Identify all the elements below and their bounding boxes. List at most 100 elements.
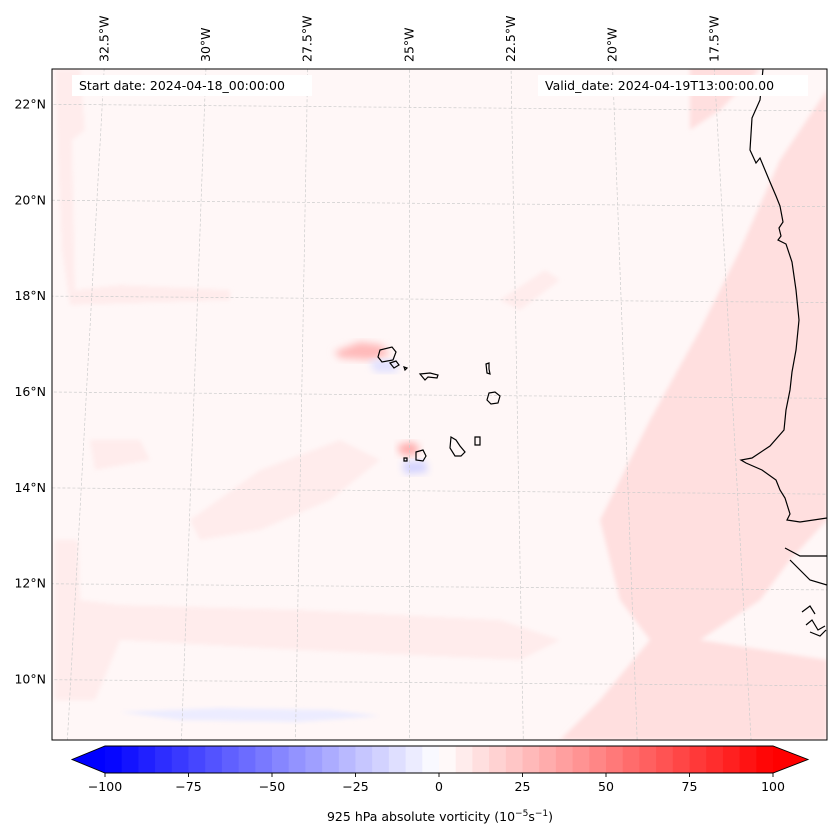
colorbar-cell	[722, 746, 741, 773]
southern-negative-streak	[120, 708, 380, 722]
valid-date-label: Valid_date: 2024-04-19T13:00:00.00	[545, 78, 774, 93]
start-date-label: Start date: 2024-04-18_00:00:00	[79, 78, 285, 93]
colorbar-cell	[606, 746, 624, 773]
colorbar-cell	[706, 746, 724, 773]
positive-band-southwest	[500, 270, 560, 310]
santo-antao-positive-lobe	[334, 342, 390, 360]
colorbar-cell	[439, 746, 457, 773]
meridian-gridline	[612, 69, 638, 740]
colorbar-cell	[238, 746, 256, 773]
colorbar-cell	[505, 746, 523, 773]
positive-band-southwest	[90, 440, 150, 470]
colorbar-cell	[288, 746, 306, 773]
colorbar-cell	[138, 746, 156, 773]
meridian-gridline	[713, 69, 752, 740]
x-tick-label: 20°W	[605, 27, 620, 62]
y-tick-label: 10°N	[14, 672, 46, 687]
colorbar-tick-label: −25	[342, 779, 368, 794]
colorbar: −100 −75 −50 −25 0 25 50 75 100 925 hPa absolute…	[70, 745, 810, 824]
y-tick-label: 22°N	[14, 96, 46, 111]
island-sao-vicente	[388, 360, 400, 369]
coastlines	[377, 69, 827, 637]
parallel-gridline	[52, 583, 827, 591]
meridian-gridline	[67, 69, 105, 740]
colorbar-cell	[221, 746, 240, 773]
y-axis-ticks: 22°N 20°N 18°N 16°N 14°N 12°N 10°N	[14, 96, 46, 686]
colorbar-tick-label: −50	[259, 779, 285, 794]
y-tick-label: 14°N	[14, 480, 46, 495]
island-santa-luzia	[403, 366, 409, 372]
colorbar-cell	[622, 746, 640, 773]
fogo-negative-lobe	[402, 461, 428, 474]
map-frame	[51, 68, 828, 741]
colorbar-tick-label: 75	[682, 779, 698, 794]
fogo-positive-lobe	[398, 442, 420, 456]
colorbar-cell	[472, 746, 490, 773]
meridian-gridline	[181, 69, 207, 740]
colorbar-cell	[455, 746, 473, 773]
colorbar-cell	[572, 746, 590, 773]
y-tick-label: 12°N	[14, 576, 46, 591]
colorbar-cell	[155, 746, 173, 773]
colorbar-tick-label: −75	[175, 779, 201, 794]
colorbar-cell	[739, 746, 757, 773]
colorbar-cell	[689, 746, 707, 773]
island-santiago	[449, 435, 466, 457]
meridian-gridline	[295, 69, 309, 740]
island-santo-antao	[377, 346, 397, 363]
meridian-gridline	[510, 69, 524, 740]
colorbar-cell	[405, 746, 423, 773]
africa-coastline	[739, 69, 827, 637]
colorbar-cell	[372, 746, 390, 773]
parallel-gridline	[52, 295, 827, 303]
colorbar-extend-max	[773, 746, 808, 773]
x-tick-label: 30°W	[198, 27, 213, 62]
colorbar-tick-label: −100	[88, 779, 122, 794]
positive-band-coast-diagonal	[560, 90, 827, 740]
island-boa-vista	[486, 391, 501, 405]
colorbar-cell	[422, 746, 440, 773]
parallel-gridline	[52, 103, 827, 112]
colorbar-cell	[322, 746, 340, 773]
y-tick-label: 18°N	[14, 288, 46, 303]
colorbar-cell	[672, 746, 690, 773]
island-sao-nicolau	[418, 372, 439, 381]
colorbar-tick-label: 0	[435, 779, 443, 794]
colorbar-cell	[522, 746, 540, 773]
vorticity-field	[52, 69, 827, 740]
x-tick-label: 22.5°W	[503, 16, 518, 62]
valid-date-box	[538, 75, 808, 96]
colorbar-cell	[355, 746, 373, 773]
positive-band-west-edge	[55, 540, 560, 700]
colorbar-cell	[205, 746, 223, 773]
colorbar-label: 925 hPa absolute vorticity (10−5s−1)	[327, 809, 553, 824]
colorbar-cell	[305, 746, 323, 773]
y-tick-label: 16°N	[14, 384, 46, 399]
x-tick-label: 25°W	[401, 27, 416, 62]
x-tick-label: 17.5°W	[706, 16, 721, 62]
colorbar-ticks: −100 −75 −50 −25 0 25 50 75 100	[88, 773, 785, 794]
x-tick-label: 32.5°W	[96, 16, 111, 62]
colorbar-extend-min	[72, 746, 105, 773]
island-fogo	[415, 449, 427, 462]
y-tick-label: 20°N	[14, 192, 46, 207]
colorbar-cell	[489, 746, 507, 773]
colorbar-cells	[105, 746, 774, 773]
gridlines	[52, 69, 827, 740]
x-tick-label: 27.5°W	[300, 16, 315, 62]
colorbar-cell	[639, 746, 657, 773]
colorbar-cell	[121, 746, 139, 773]
island-sal	[485, 362, 491, 375]
x-axis-ticks: 32.5°W 30°W 27.5°W 25°W 22.5°W 20°W 17.5°W	[96, 16, 721, 62]
colorbar-cell	[338, 746, 356, 773]
colorbar-cell	[756, 746, 774, 773]
map-axes: Start date: 2024-04-18_00:00:00 Valid_da…	[14, 16, 828, 741]
colorbar-cell	[171, 746, 189, 773]
colorbar-cell	[105, 746, 123, 773]
colorbar-tick-label: 100	[761, 779, 785, 794]
colorbar-cell	[272, 746, 290, 773]
parallel-gridline	[52, 679, 827, 687]
colorbar-cell	[188, 746, 206, 773]
colorbar-cell	[555, 746, 574, 773]
